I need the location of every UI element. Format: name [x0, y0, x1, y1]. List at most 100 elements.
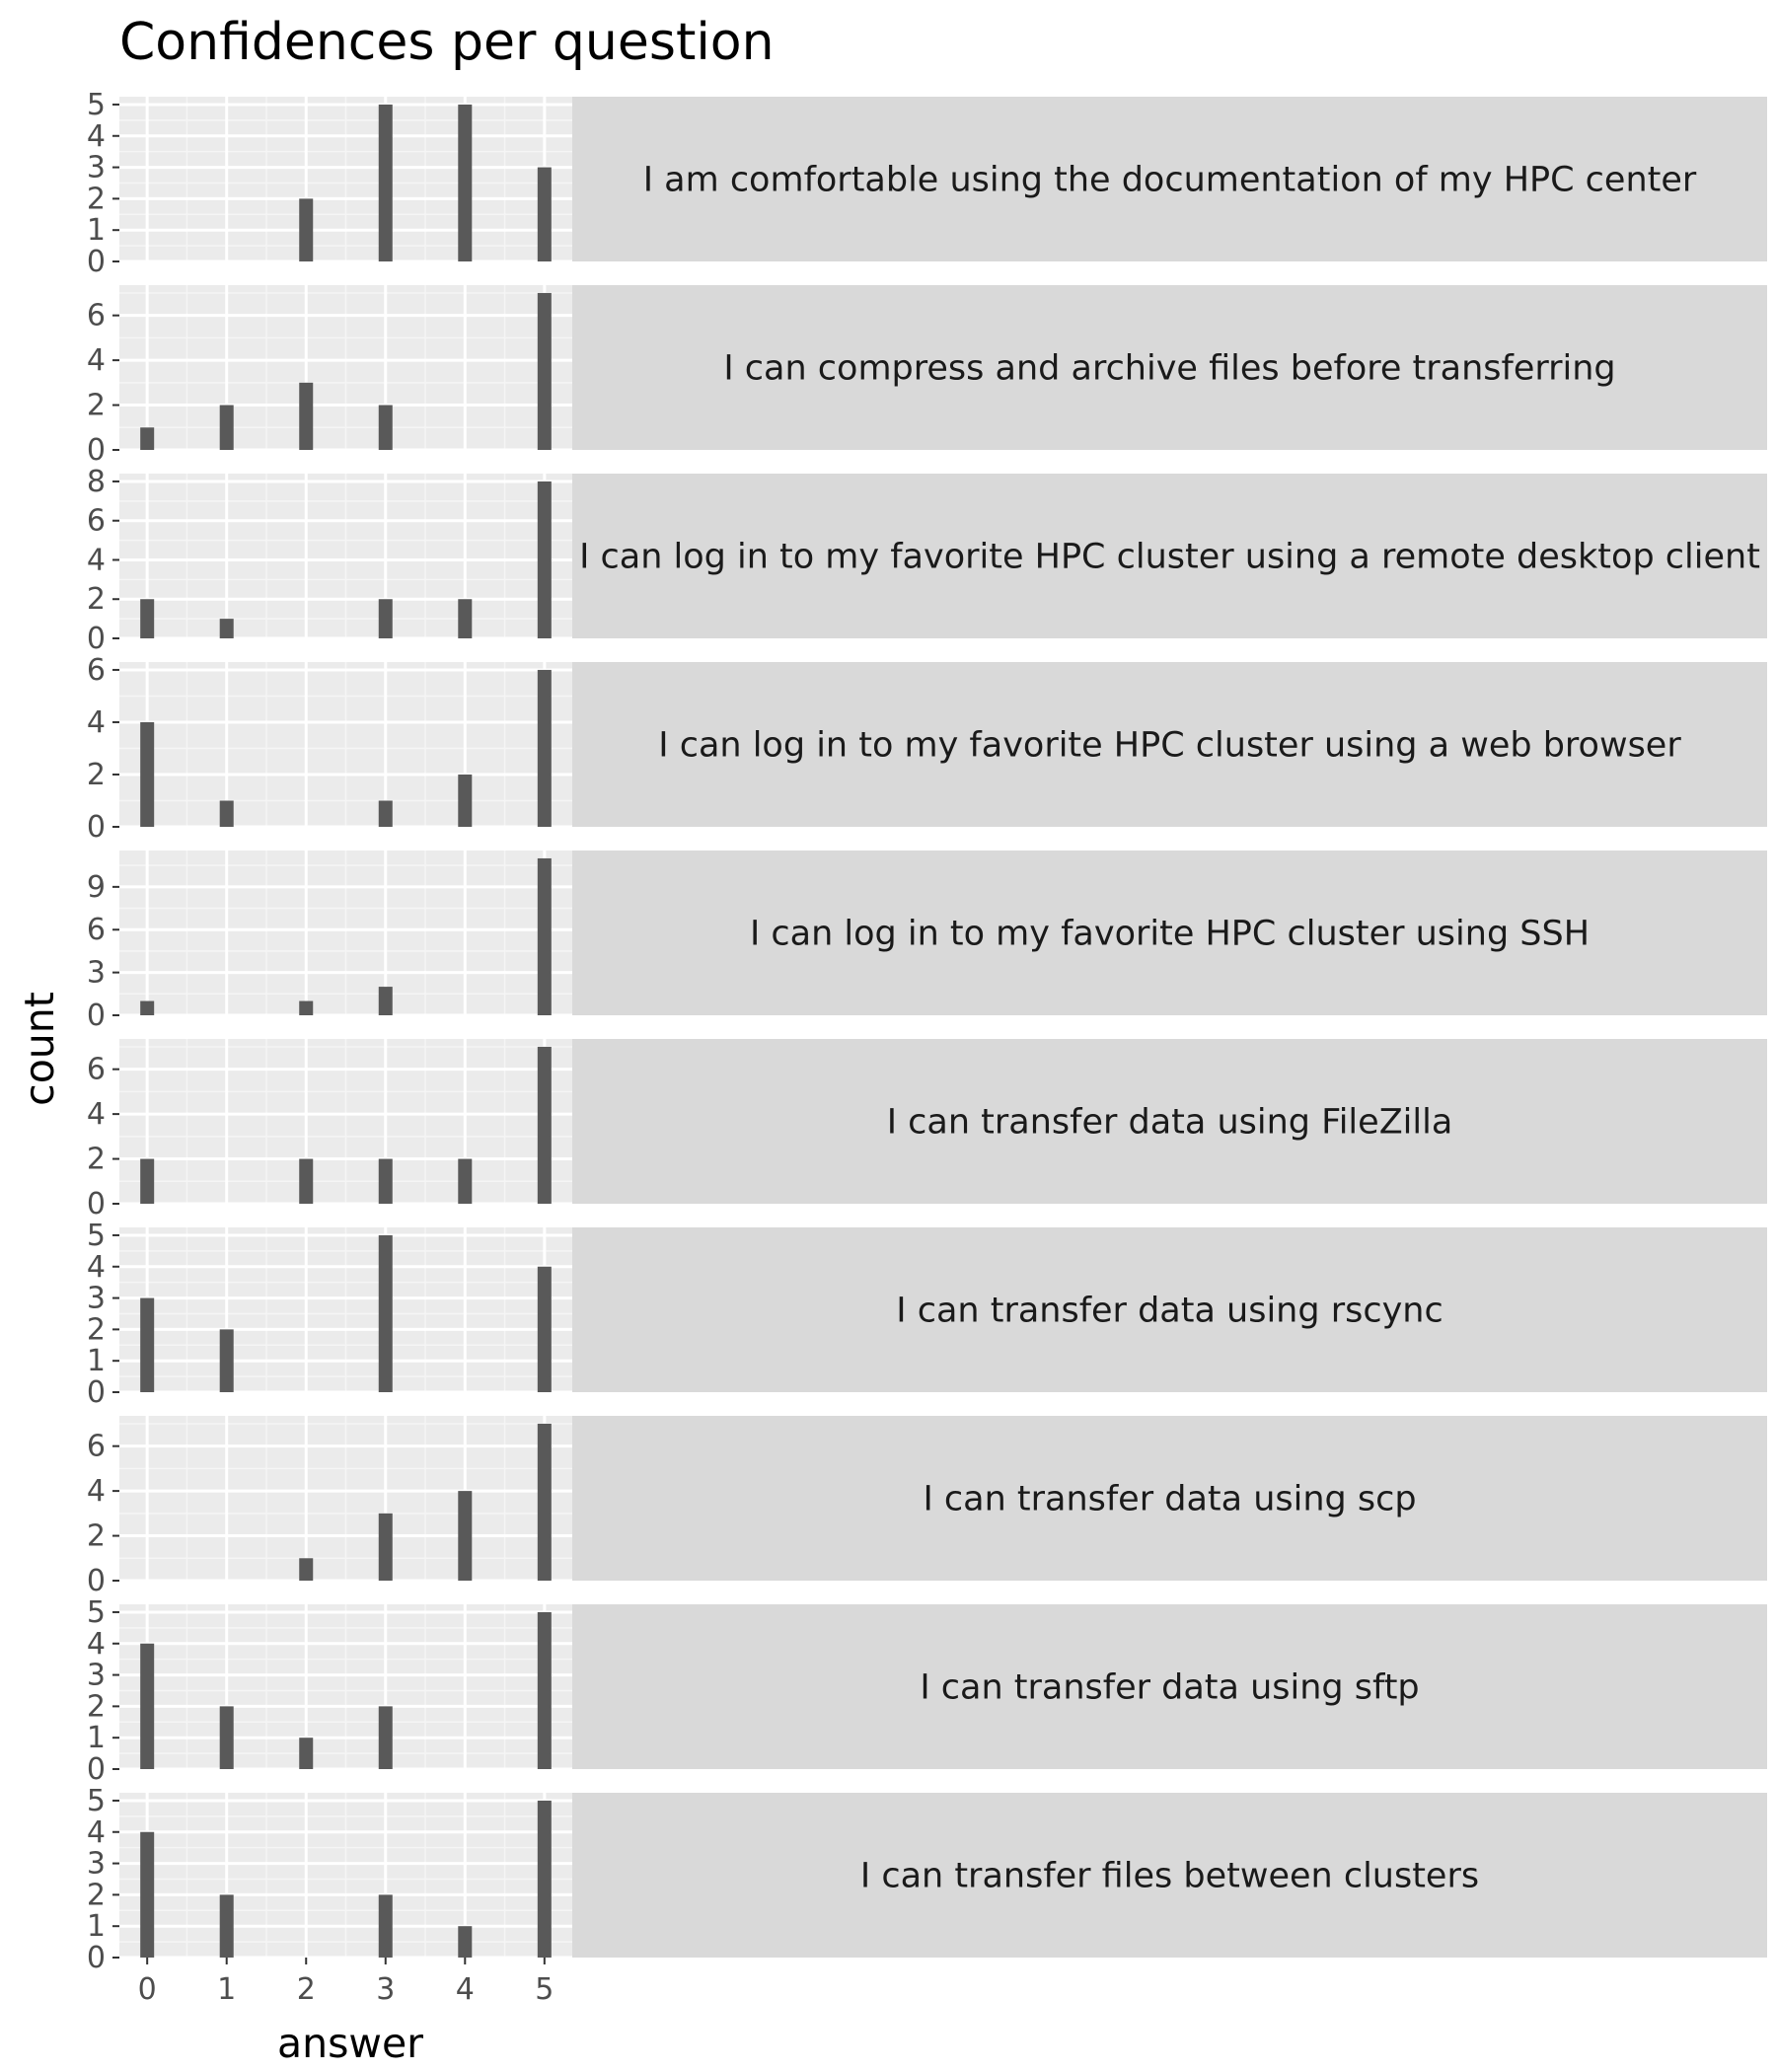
y-tick-label: 0 — [87, 999, 106, 1033]
y-tick-label: 4 — [87, 343, 106, 378]
bar — [537, 1611, 552, 1769]
x-tick-label: 0 — [138, 1972, 157, 2007]
bar — [378, 1513, 393, 1581]
facet-panel: 0 2 4 6 I can compress and archive files bef… — [87, 285, 1767, 468]
bar — [140, 427, 155, 450]
bar — [378, 405, 393, 450]
facet-strip — [572, 1793, 1767, 1958]
y-tick-label: 2 — [87, 1519, 106, 1554]
y-tick-label: 0 — [87, 1752, 106, 1787]
facet-panel: 0 2 4 6 I can log in to my favorite HPC clus… — [87, 653, 1767, 845]
y-tick-label: 3 — [87, 1659, 106, 1693]
y-tick-label: 0 — [87, 1187, 106, 1221]
bar — [299, 198, 314, 261]
bar — [458, 104, 473, 261]
facet-strip-label: I can log in to my favorite HPC cluster … — [658, 726, 1681, 766]
bar — [299, 1158, 314, 1204]
y-tick-label: 5 — [87, 88, 106, 122]
bar — [537, 1800, 552, 1958]
y-tick-label: 6 — [87, 299, 106, 333]
facet-strip — [572, 1416, 1767, 1581]
x-tick-label: 5 — [535, 1972, 554, 2007]
y-tick-label: 9 — [87, 870, 106, 905]
y-tick-label: 0 — [87, 433, 106, 468]
y-tick-label: 0 — [87, 1941, 106, 1975]
bar — [537, 167, 552, 261]
bar — [219, 800, 234, 827]
bar — [378, 1234, 393, 1392]
facet-strip — [572, 1604, 1767, 1769]
y-tick-label: 4 — [87, 1627, 106, 1662]
y-tick-label: 6 — [87, 1430, 106, 1464]
y-tick-label: 2 — [87, 182, 106, 216]
facet-strip-label: I can transfer data using scp — [923, 1480, 1416, 1519]
bar — [458, 1158, 473, 1204]
y-tick-label: 4 — [87, 543, 106, 577]
y-tick-label: 0 — [87, 622, 106, 656]
bar — [219, 619, 234, 638]
y-tick-label: 2 — [87, 582, 106, 617]
y-tick-label: 2 — [87, 1878, 106, 1912]
bar — [140, 721, 155, 827]
facet-strip — [572, 662, 1767, 827]
y-tick-label: 3 — [87, 1282, 106, 1316]
y-tick-label: 6 — [87, 653, 106, 688]
facet-strip-label: I can log in to my favorite HPC cluster … — [750, 915, 1590, 954]
y-tick-label: 2 — [87, 758, 106, 792]
bar — [537, 669, 552, 827]
bar — [537, 1423, 552, 1581]
bar — [537, 481, 552, 638]
bar — [219, 1706, 234, 1769]
y-tick-label: 6 — [87, 504, 106, 539]
bar — [537, 292, 552, 450]
facet-strip-label: I can transfer files between clusters — [860, 1857, 1479, 1896]
y-tick-label: 6 — [87, 1053, 106, 1087]
facet-panel: 0 2 4 6 8 I can log in to my favorite HPC clu… — [87, 465, 1767, 656]
x-tick-label: 2 — [297, 1972, 316, 2007]
bar — [299, 382, 314, 450]
facet-panel: 0 3 6 9 I can log in to my favorite HPC clus… — [87, 851, 1767, 1033]
bar — [378, 1706, 393, 1769]
bar — [140, 1000, 155, 1015]
bar — [299, 1000, 314, 1015]
bar — [458, 1491, 473, 1581]
bar — [140, 1158, 155, 1204]
x-tick-label: 4 — [456, 1972, 475, 2007]
facet-strip-label: I can transfer data using rscync — [896, 1292, 1443, 1331]
y-tick-label: 4 — [87, 1250, 106, 1285]
facet-strip-label: I am comfortable using the documentation… — [643, 161, 1697, 200]
bar — [140, 1831, 155, 1958]
bar — [378, 599, 393, 638]
y-tick-label: 1 — [87, 1721, 106, 1755]
y-tick-label: 5 — [87, 1219, 106, 1253]
y-tick-label: 2 — [87, 389, 106, 423]
bar — [299, 1558, 314, 1581]
bar — [378, 104, 393, 261]
bar — [219, 1329, 234, 1392]
bar — [537, 857, 552, 1015]
y-axis-title: count — [16, 992, 63, 1106]
facet-strip — [572, 285, 1767, 450]
y-tick-label: 0 — [87, 245, 106, 279]
y-tick-label: 0 — [87, 1564, 106, 1598]
y-tick-label: 8 — [87, 465, 106, 499]
facet-strip — [572, 1227, 1767, 1392]
y-tick-label: 2 — [87, 1689, 106, 1724]
x-axis-title: answer — [277, 2020, 423, 2067]
bar — [140, 1297, 155, 1392]
bar — [458, 774, 473, 827]
bar — [219, 405, 234, 450]
bar — [378, 1894, 393, 1958]
facet-strip — [572, 97, 1767, 261]
y-tick-label: 6 — [87, 913, 106, 947]
bar — [299, 1738, 314, 1769]
facet-strip — [572, 851, 1767, 1015]
y-tick-label: 4 — [87, 119, 106, 154]
bar — [378, 987, 393, 1015]
y-tick-label: 1 — [87, 1909, 106, 1944]
y-tick-label: 3 — [87, 151, 106, 185]
x-tick-label: 3 — [376, 1972, 395, 2007]
bar — [140, 599, 155, 638]
